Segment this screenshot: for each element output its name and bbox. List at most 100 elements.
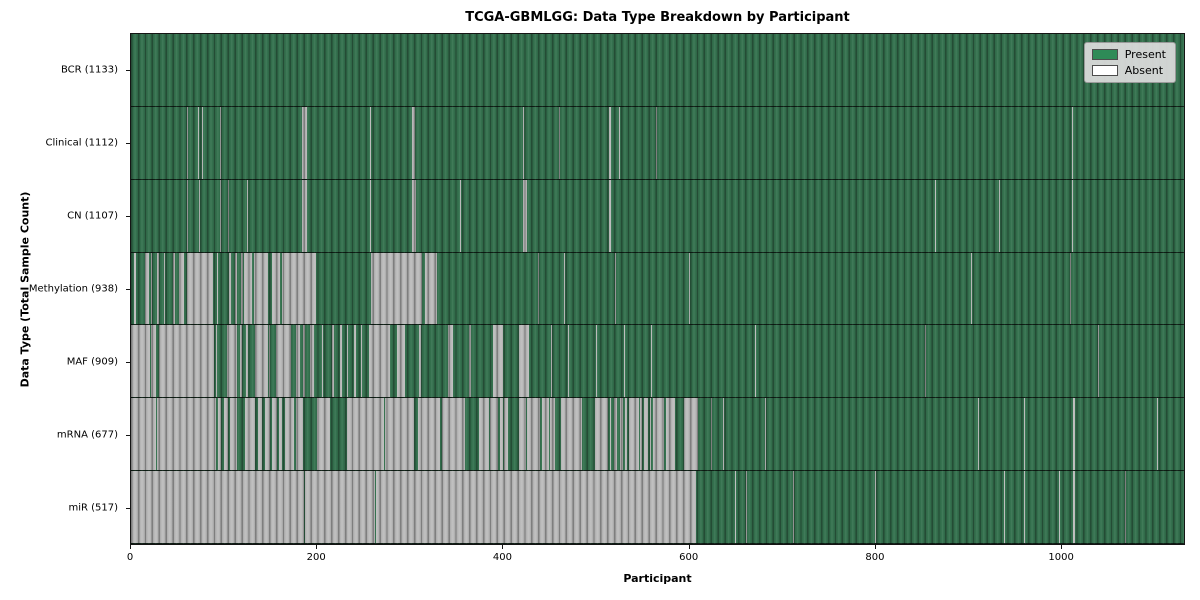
absent-segment: [558, 106, 560, 179]
absent-segment: [614, 398, 618, 471]
absent-segment: [447, 325, 454, 398]
row-MAF: [131, 325, 1184, 399]
absent-segment: [302, 179, 307, 252]
absent-segment: [518, 398, 526, 471]
legend-label-absent: Absent: [1124, 64, 1164, 77]
absent-segment: [144, 252, 149, 325]
absent-segment: [220, 106, 222, 179]
absent-segment: [754, 325, 756, 398]
absent-segment: [346, 398, 384, 471]
absent-segment: [1157, 398, 1159, 471]
absent-segment: [977, 398, 979, 471]
absent-segment: [151, 252, 153, 325]
absent-segment: [229, 398, 237, 471]
absent-segment: [1073, 471, 1076, 544]
x-tick-mark: [874, 545, 876, 549]
y-tick-mark: [126, 142, 130, 144]
absent-segment: [369, 106, 371, 179]
absent-segment: [746, 471, 748, 544]
absent-segment: [197, 106, 199, 179]
absent-segment: [792, 471, 794, 544]
absent-segment: [1024, 398, 1026, 471]
x-tick-label-200: 200: [306, 552, 326, 563]
absent-segment: [1125, 471, 1127, 544]
absent-segment: [295, 398, 303, 471]
absent-segment: [723, 398, 725, 471]
y-tick-label-MAF: MAF (909): [66, 356, 118, 368]
absent-segment: [245, 398, 255, 471]
absent-segment: [688, 252, 690, 325]
x-tick-mark: [688, 545, 690, 549]
absent-segment: [354, 325, 356, 398]
absent-segment: [764, 398, 766, 471]
row-BCR: [131, 34, 1184, 107]
absent-segment: [239, 325, 242, 398]
absent-segment: [235, 252, 237, 325]
absent-segment: [651, 325, 653, 398]
absent-segment: [396, 325, 406, 398]
absent-segment: [158, 325, 214, 398]
absent-segment: [564, 252, 566, 325]
y-tick-mark: [126, 508, 130, 510]
absent-segment: [608, 106, 611, 179]
absent-segment: [201, 106, 203, 179]
plot-area: Present Absent: [130, 33, 1185, 545]
x-tick-label-0: 0: [126, 552, 134, 563]
absent-segment: [419, 325, 421, 398]
absent-segment: [131, 471, 304, 544]
row-miR: [131, 471, 1184, 545]
absent-segment: [615, 252, 617, 325]
absent-segment: [172, 252, 175, 325]
absent-segment: [424, 252, 437, 325]
x-tick-label-600: 600: [679, 552, 699, 563]
y-tick-label-Methylation: Methylation (938): [28, 283, 118, 295]
absent-segment: [157, 252, 159, 325]
absent-segment: [179, 252, 184, 325]
absent-segment: [340, 325, 342, 398]
absent-segment: [157, 398, 216, 471]
absent-segment: [625, 398, 628, 471]
absent-segment: [285, 398, 294, 471]
row-CN: [131, 179, 1184, 253]
absent-segment: [310, 325, 315, 398]
absent-segment: [272, 398, 277, 471]
absent-segment: [619, 398, 623, 471]
absent-segment: [924, 325, 926, 398]
absent-segment: [321, 325, 324, 398]
absent-segment: [186, 179, 188, 252]
absent-segment: [874, 471, 876, 544]
x-tick-label-1000: 1000: [1048, 552, 1074, 563]
y-tick-mark: [126, 289, 130, 290]
absent-segment: [186, 252, 213, 325]
legend: Present Absent: [1083, 42, 1176, 83]
absent-segment: [478, 398, 489, 471]
x-tick-mark: [1061, 545, 1063, 549]
absent-segment: [264, 398, 271, 471]
absent-segment: [369, 179, 371, 252]
absent-segment: [934, 179, 936, 252]
absent-segment: [499, 398, 503, 471]
absent-segment: [282, 252, 316, 325]
absent-segment: [316, 398, 330, 471]
absent-segment: [376, 471, 697, 544]
absent-segment: [523, 179, 527, 252]
absent-segment: [541, 398, 550, 471]
x-tick-mark: [316, 545, 318, 549]
absent-segment: [999, 179, 1001, 252]
absent-segment: [268, 325, 271, 398]
absent-segment: [272, 252, 280, 325]
absent-segment: [133, 252, 136, 325]
absent-segment: [567, 325, 569, 398]
absent-segment: [163, 252, 166, 325]
absent-segment: [278, 398, 283, 471]
absent-segment: [653, 398, 665, 471]
absent-segment: [131, 325, 150, 398]
absent-segment: [442, 398, 465, 471]
absent-segment: [240, 252, 243, 325]
y-tick-mark: [126, 362, 130, 364]
absent-segment: [220, 179, 222, 252]
x-tick-label-400: 400: [492, 552, 512, 563]
absent-segment: [649, 398, 652, 471]
x-tick-label-800: 800: [865, 552, 885, 563]
absent-segment: [368, 325, 391, 398]
